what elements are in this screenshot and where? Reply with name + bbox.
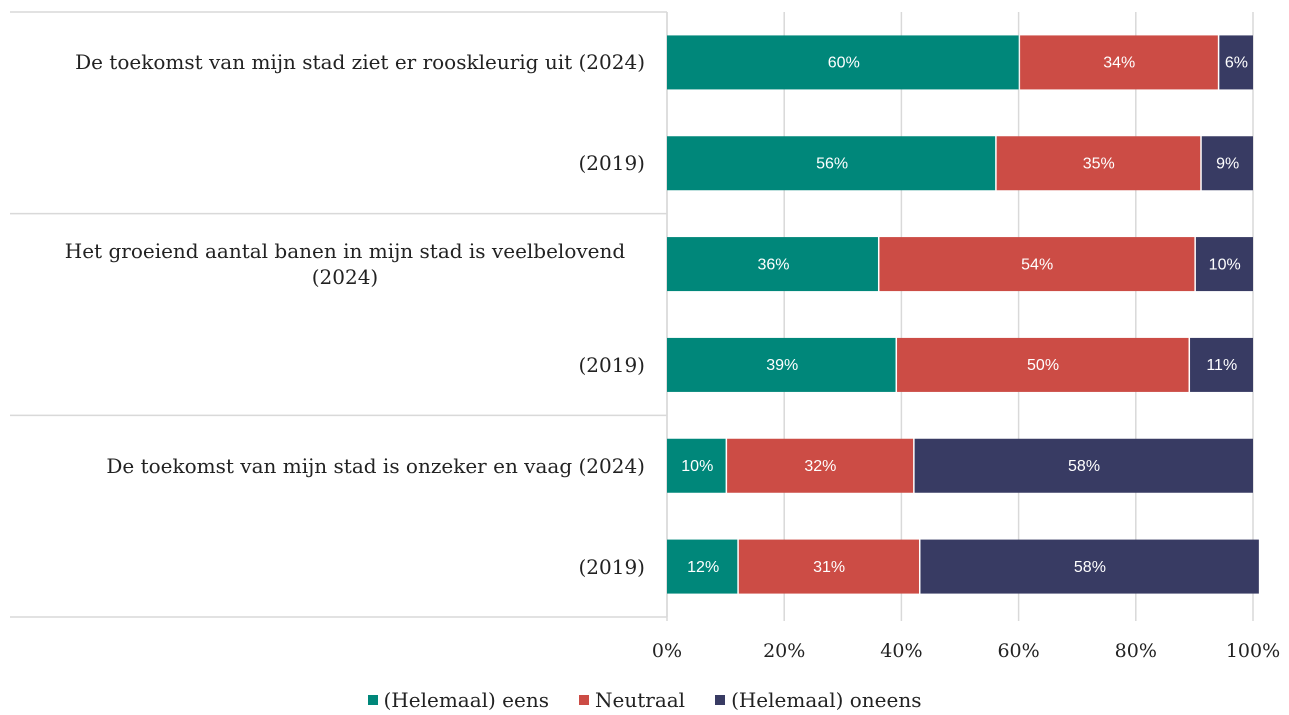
x-tick-label: 20% xyxy=(763,640,805,662)
value-label: 58% xyxy=(1074,559,1106,576)
bar-segment xyxy=(667,539,738,594)
legend-label: Neutraal xyxy=(595,688,686,712)
bar-segment xyxy=(727,438,914,493)
category-label: De toekomst van mijn stad is onzeker en … xyxy=(45,415,645,516)
legend-swatch xyxy=(715,695,726,705)
value-label: 12% xyxy=(687,559,719,576)
legend-item: (Helemaal) oneens xyxy=(715,688,921,712)
bar-segment xyxy=(1201,136,1253,191)
category-text: De toekomst van mijn stad ziet er rooskl… xyxy=(75,50,645,75)
value-label: 9% xyxy=(1216,155,1239,172)
value-label: 39% xyxy=(766,357,798,374)
value-label: 34% xyxy=(1103,55,1135,72)
bar-segment xyxy=(1190,337,1253,392)
bar-segment xyxy=(879,237,1195,292)
value-label: 6% xyxy=(1225,55,1248,72)
bar-segment xyxy=(667,35,1019,90)
value-label: 58% xyxy=(1068,458,1100,475)
value-label: 35% xyxy=(1083,155,1115,172)
legend-swatch xyxy=(367,695,378,705)
category-label: Het groeiend aantal banen in mijn stad i… xyxy=(45,214,645,315)
x-tick-label: 0% xyxy=(652,640,682,662)
bar-segment xyxy=(667,237,878,292)
legend-item: Neutraal xyxy=(579,688,685,712)
x-tick-label: 60% xyxy=(997,640,1039,662)
value-label: 54% xyxy=(1021,256,1053,273)
bar-segment xyxy=(667,337,896,392)
category-label: (2019) xyxy=(45,315,645,416)
bar-segment xyxy=(920,539,1259,594)
category-text: (2019) xyxy=(578,352,645,377)
value-label: 10% xyxy=(681,458,713,475)
value-label: 60% xyxy=(828,55,860,72)
bar-segment xyxy=(996,136,1201,191)
legend: (Helemaal) eens Neutraal (Helemaal) oneens xyxy=(0,688,1289,712)
x-tick-label: 40% xyxy=(880,640,922,662)
bar-segment xyxy=(667,438,726,493)
grid xyxy=(666,12,1254,621)
value-label: 50% xyxy=(1027,357,1059,374)
category-label: De toekomst van mijn stad ziet er rooskl… xyxy=(45,12,645,113)
value-label: 31% xyxy=(813,559,845,576)
x-tick-label: 100% xyxy=(1226,640,1280,662)
legend-item: (Helemaal) eens xyxy=(367,688,550,712)
legend-label: (Helemaal) oneens xyxy=(731,688,922,712)
bar-segment xyxy=(738,539,919,594)
value-label: 10% xyxy=(1209,256,1241,273)
bar-segment xyxy=(897,337,1189,392)
bar-segment xyxy=(1195,237,1253,292)
category-label: (2019) xyxy=(45,516,645,617)
value-label: 32% xyxy=(804,458,836,475)
x-tick-label: 80% xyxy=(1115,640,1157,662)
value-label: 11% xyxy=(1206,357,1237,374)
bar-segment xyxy=(1219,35,1253,90)
legend-swatch xyxy=(579,695,589,705)
category-text: (2019) xyxy=(578,151,645,176)
category-text: (2019) xyxy=(578,554,645,579)
category-label: (2019) xyxy=(45,113,645,214)
legend-label: (Helemaal) eens xyxy=(383,688,550,712)
value-label: 56% xyxy=(816,155,848,172)
category-text: Het groeiend aantal banen in mijn stad i… xyxy=(64,239,626,290)
bar-segment xyxy=(914,438,1253,493)
value-label: 36% xyxy=(757,256,789,273)
bar-segment xyxy=(667,136,996,191)
bar-segment xyxy=(1020,35,1218,90)
category-text: De toekomst van mijn stad is onzeker en … xyxy=(106,453,645,478)
